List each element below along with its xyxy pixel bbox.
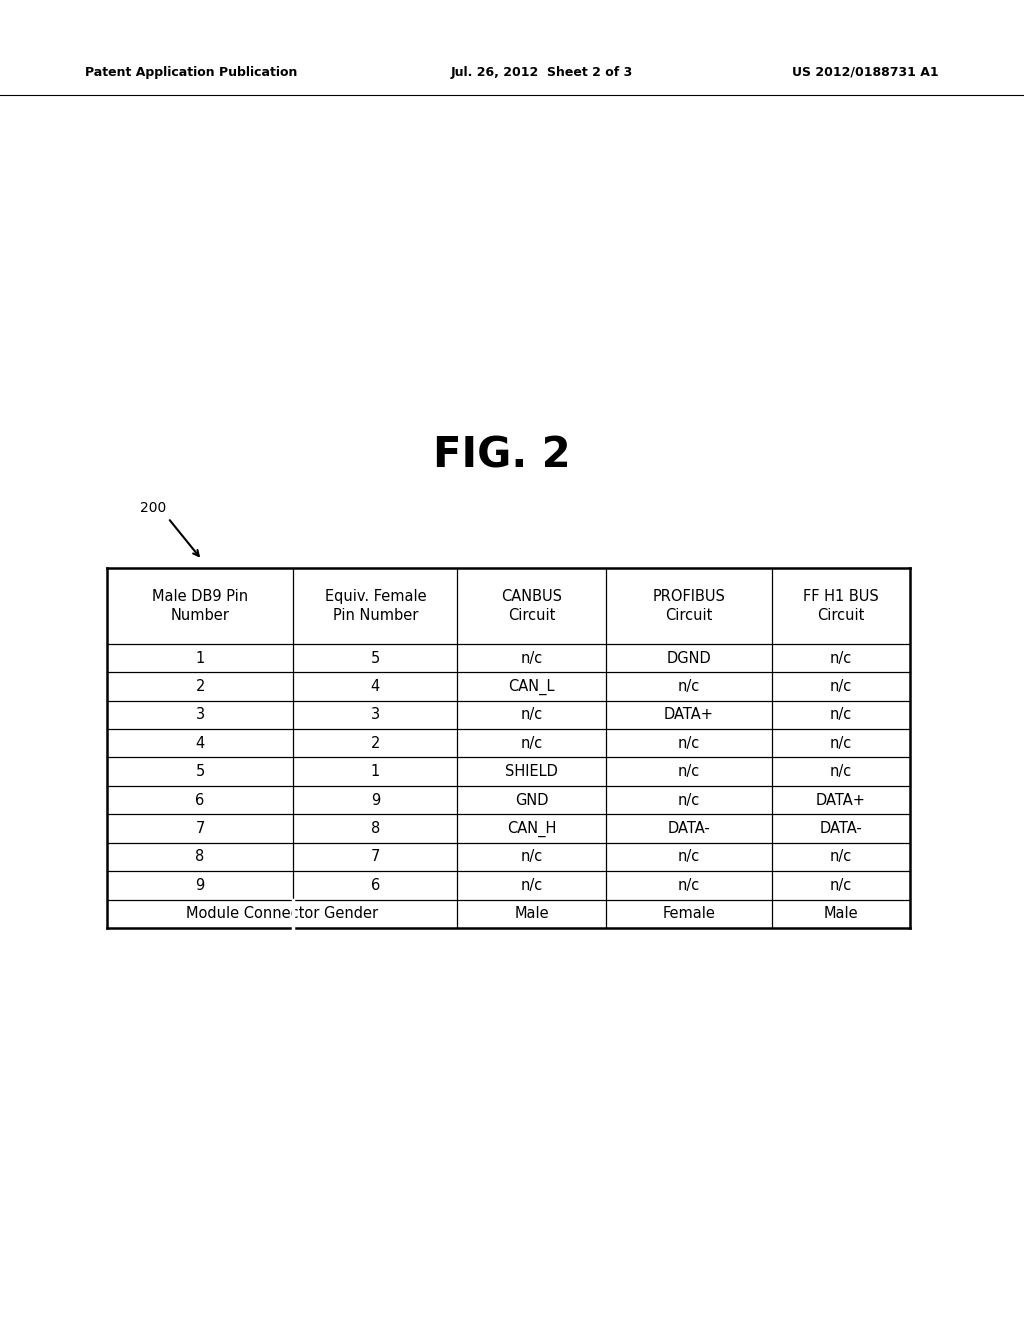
Text: CAN_L: CAN_L: [508, 678, 555, 694]
Text: n/c: n/c: [829, 764, 852, 779]
Text: n/c: n/c: [520, 878, 543, 892]
Text: DATA-: DATA-: [668, 821, 710, 836]
Text: 8: 8: [196, 850, 205, 865]
Text: n/c: n/c: [678, 878, 699, 892]
Text: n/c: n/c: [829, 878, 852, 892]
Text: DATA-: DATA-: [819, 821, 862, 836]
Text: n/c: n/c: [829, 678, 852, 694]
Text: 8: 8: [371, 821, 380, 836]
Text: PROFIBUS
Circuit: PROFIBUS Circuit: [652, 589, 725, 623]
Text: n/c: n/c: [829, 708, 852, 722]
Text: 4: 4: [371, 678, 380, 694]
Text: 5: 5: [371, 651, 380, 665]
Text: Jul. 26, 2012  Sheet 2 of 3: Jul. 26, 2012 Sheet 2 of 3: [451, 66, 633, 78]
Text: Male: Male: [823, 907, 858, 921]
Text: n/c: n/c: [829, 651, 852, 665]
Text: 6: 6: [371, 878, 380, 892]
Text: CANBUS
Circuit: CANBUS Circuit: [501, 589, 562, 623]
Text: n/c: n/c: [520, 651, 543, 665]
Text: SHIELD: SHIELD: [505, 764, 558, 779]
Text: Patent Application Publication: Patent Application Publication: [85, 66, 297, 78]
Text: FF H1 BUS
Circuit: FF H1 BUS Circuit: [803, 589, 879, 623]
Text: 9: 9: [371, 792, 380, 808]
Text: 4: 4: [196, 735, 205, 751]
Text: n/c: n/c: [829, 735, 852, 751]
Text: DATA+: DATA+: [664, 708, 714, 722]
Text: 3: 3: [371, 708, 380, 722]
Text: US 2012/0188731 A1: US 2012/0188731 A1: [793, 66, 939, 78]
Text: 7: 7: [196, 821, 205, 836]
Text: 9: 9: [196, 878, 205, 892]
Text: n/c: n/c: [829, 850, 852, 865]
Text: n/c: n/c: [678, 850, 699, 865]
Text: DGND: DGND: [667, 651, 711, 665]
Text: 200: 200: [140, 502, 166, 515]
Text: 6: 6: [196, 792, 205, 808]
Text: 3: 3: [196, 708, 205, 722]
Text: GND: GND: [515, 792, 548, 808]
Text: Equiv. Female
Pin Number: Equiv. Female Pin Number: [325, 589, 426, 623]
Text: n/c: n/c: [520, 735, 543, 751]
Text: n/c: n/c: [678, 678, 699, 694]
Text: 2: 2: [196, 678, 205, 694]
Text: 1: 1: [196, 651, 205, 665]
Text: CAN_H: CAN_H: [507, 821, 556, 837]
Text: Module Connector Gender: Module Connector Gender: [186, 907, 378, 921]
Text: DATA+: DATA+: [816, 792, 866, 808]
Text: 1: 1: [371, 764, 380, 779]
Text: n/c: n/c: [678, 764, 699, 779]
Text: 2: 2: [371, 735, 380, 751]
Text: 5: 5: [196, 764, 205, 779]
Text: Male: Male: [514, 907, 549, 921]
Text: FIG. 2: FIG. 2: [433, 434, 570, 477]
Text: Male DB9 Pin
Number: Male DB9 Pin Number: [152, 589, 248, 623]
Text: Female: Female: [663, 907, 715, 921]
Text: n/c: n/c: [520, 850, 543, 865]
Text: n/c: n/c: [678, 792, 699, 808]
Text: 7: 7: [371, 850, 380, 865]
Text: n/c: n/c: [678, 735, 699, 751]
Text: n/c: n/c: [520, 708, 543, 722]
